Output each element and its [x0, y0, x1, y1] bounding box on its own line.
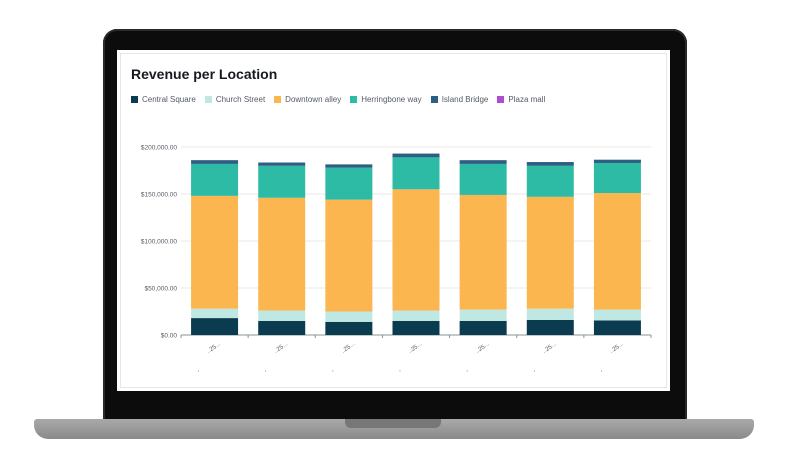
bar-segment [325, 199, 373, 312]
laptop-base [34, 419, 754, 439]
legend-item[interactable]: Central Square [131, 95, 196, 104]
legend-swatch [497, 96, 505, 103]
bar-segment [526, 196, 574, 309]
x-tick-label-secondary: , [601, 367, 603, 373]
x-tick-label-secondary: , [466, 367, 468, 373]
bar-segment [392, 153, 440, 158]
chart-panel: Revenue per Location Central Square Churc… [120, 53, 667, 388]
x-tick-label-secondary: , [332, 367, 334, 373]
x-tick-label: ..25... [475, 341, 491, 355]
bar-segment [526, 308, 574, 320]
bar-segment [593, 309, 641, 321]
legend-label: Downtown alley [285, 95, 342, 104]
stacked-bar-chart: $0.00 $50,000.00 $100,000.00 $150,000.00 $20… [141, 145, 652, 373]
bar-segment [459, 194, 507, 310]
bar-segment [258, 310, 306, 321]
bar-segment [593, 159, 641, 163]
x-tick-label: ..25... [609, 341, 625, 355]
legend-item[interactable]: Island Bridge [430, 95, 489, 104]
bar-segment [593, 162, 641, 194]
bar-segment [258, 165, 306, 198]
legend-label: Central Square [142, 95, 196, 104]
laptop-screen: Revenue per Location Central Square Churc… [117, 50, 670, 391]
legend-label: Church Street [215, 95, 266, 104]
bar-segment [459, 160, 507, 164]
bar-segment [191, 308, 239, 319]
legend-swatch [131, 96, 138, 103]
bar-segment [325, 311, 373, 322]
x-tick-label-secondary: , [399, 367, 401, 373]
bar-segment [392, 189, 440, 311]
y-tick-label: $200,000.00 [141, 145, 178, 152]
bar-segment [258, 197, 306, 311]
bar-segment [526, 319, 574, 335]
bar-segment [191, 160, 239, 164]
bar-segment [392, 157, 440, 190]
legend-label: Island Bridge [441, 95, 489, 104]
x-tick-label: ..25... [340, 341, 356, 355]
chart-title: Revenue per Location [131, 66, 278, 82]
legend-swatch [430, 96, 438, 103]
bar-segment [593, 320, 641, 335]
legend-swatch [204, 96, 212, 103]
bar-segment [392, 320, 440, 335]
legend-swatch [350, 96, 358, 103]
laptop-notch [345, 419, 441, 428]
bar-segment [191, 195, 239, 309]
y-tick-label: $0.00 [161, 333, 178, 340]
x-tick-label: ..25... [206, 341, 222, 355]
legend-item[interactable]: Herringbone way [350, 95, 422, 104]
bar-segment [392, 310, 440, 321]
bar-segment [459, 320, 507, 335]
bar-segment [459, 309, 507, 321]
bar-segment [325, 167, 373, 200]
legend-item[interactable]: Church Street [204, 95, 266, 104]
bar-segment [526, 165, 574, 197]
x-tick-label-secondary: , [198, 367, 200, 373]
x-tick-label: ..25... [542, 341, 558, 355]
x-tick-label: ..25... [408, 341, 424, 355]
y-tick-label: $150,000.00 [141, 192, 178, 199]
legend-label: Plaza mall [508, 95, 546, 104]
x-tick-label: ..25... [273, 341, 289, 355]
bar-segment [526, 162, 574, 166]
y-tick-label: $100,000.00 [141, 239, 178, 246]
chart-legend: Central Square Church Street Downtown alle… [131, 95, 545, 104]
y-tick-label: $50,000.00 [144, 286, 177, 293]
legend-item[interactable]: Plaza mall [497, 95, 545, 104]
legend-label: Herringbone way [361, 95, 422, 104]
legend-item[interactable]: Downtown alley [274, 95, 341, 104]
x-tick-label-secondary: , [533, 367, 535, 373]
bar-segment [325, 164, 373, 168]
bar-segment [191, 163, 239, 196]
bar-segment [191, 318, 239, 335]
x-tick-label-secondary: , [265, 367, 267, 373]
bar-segment [325, 321, 373, 335]
bar-segment [258, 320, 306, 335]
bar-segment [593, 193, 641, 310]
bar-segment [258, 162, 306, 166]
bar-segment [459, 163, 507, 195]
legend-swatch [274, 96, 282, 103]
